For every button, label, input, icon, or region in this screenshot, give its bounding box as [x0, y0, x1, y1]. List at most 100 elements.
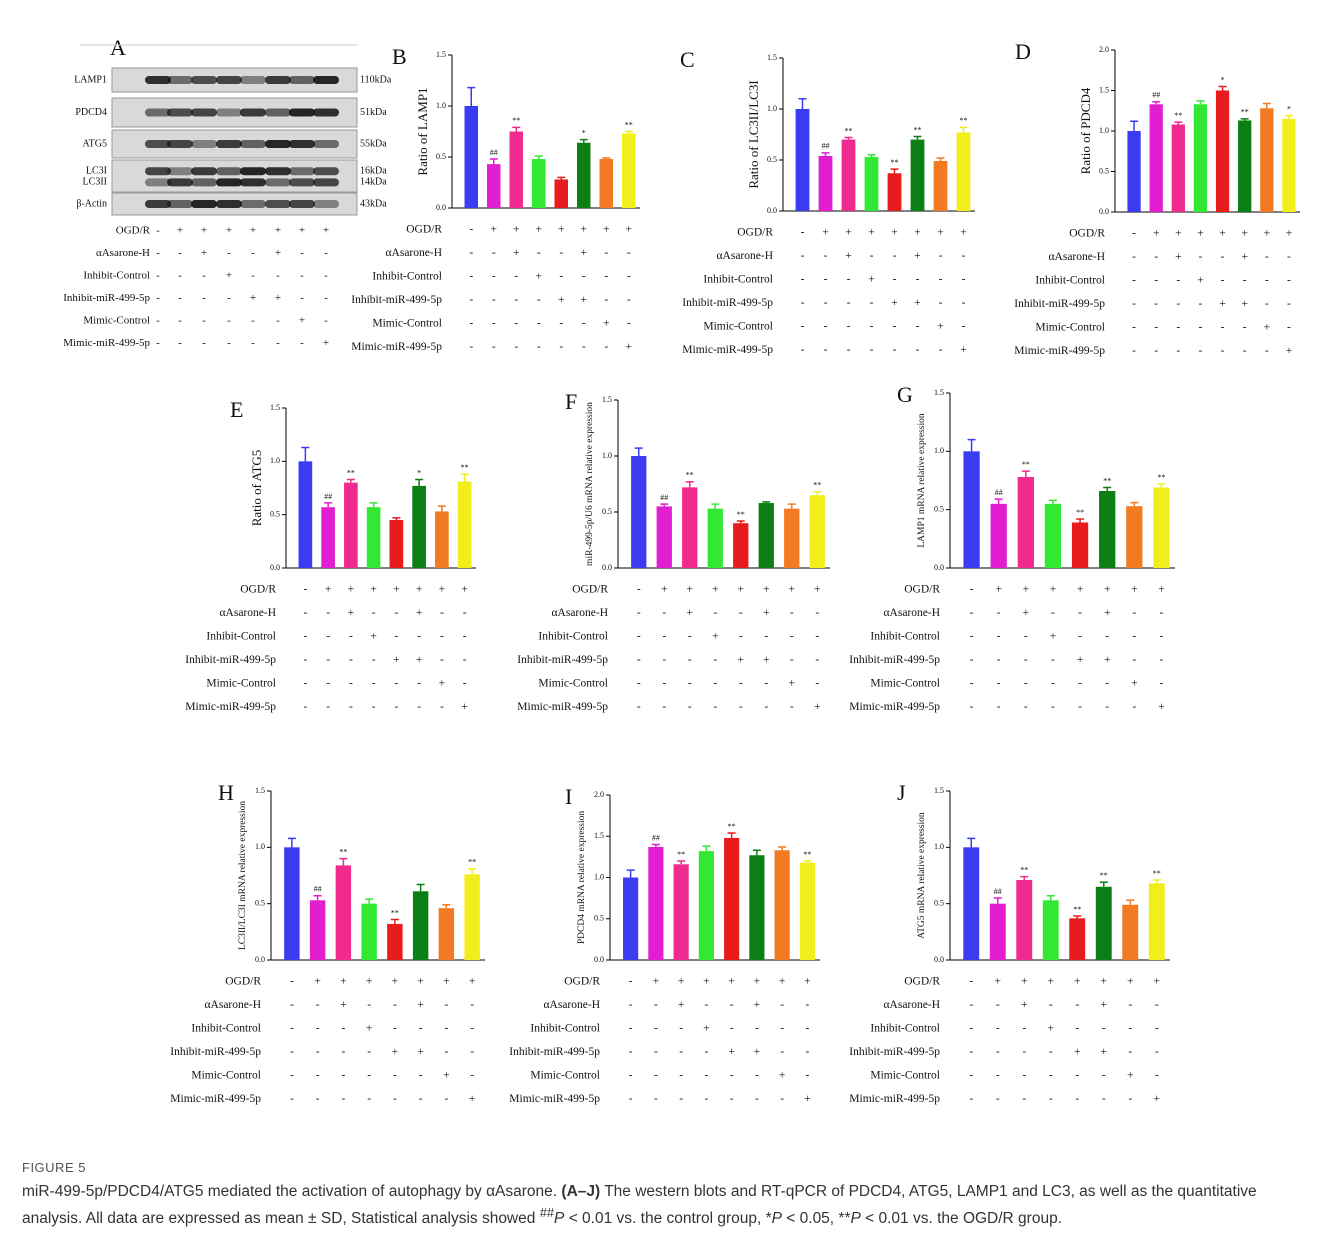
- treatment-mark: +: [370, 631, 377, 643]
- treatment-mark: +: [1127, 1070, 1134, 1082]
- treatment-mark: -: [662, 654, 666, 666]
- treatment-mark: -: [1243, 345, 1247, 357]
- treatment-label: Inhibit-Control: [703, 274, 773, 286]
- treatment-mark: +: [469, 1093, 476, 1105]
- treatment-mark: +: [1286, 228, 1293, 240]
- bar: [631, 456, 646, 568]
- treatment-mark: -: [629, 999, 633, 1011]
- treatment-mark: +: [789, 678, 796, 690]
- treatment-mark: -: [316, 999, 320, 1011]
- treatment-mark: -: [367, 1093, 371, 1105]
- y-tick-label: 0.5: [436, 152, 446, 161]
- y-tick-label: 0.5: [934, 898, 944, 907]
- treatment-mark: +: [1101, 1046, 1108, 1058]
- treatment-mark: -: [730, 1093, 734, 1105]
- treatment-mark: -: [227, 247, 231, 259]
- treatment-mark: +: [1127, 976, 1134, 988]
- treatment-mark: +: [1158, 584, 1165, 596]
- treatment-mark: +: [581, 247, 588, 259]
- y-axis-label: ATG5 mRNA relative expression: [917, 812, 927, 939]
- treatment-mark: -: [755, 1070, 759, 1082]
- treatment-mark: -: [393, 1070, 397, 1082]
- treatment-mark: +: [1104, 584, 1111, 596]
- error-bar: [753, 850, 761, 855]
- treatment-mark: -: [440, 607, 444, 619]
- blot-band: [191, 140, 217, 148]
- treatment-mark: -: [679, 1093, 683, 1105]
- treatment-mark: +: [439, 584, 446, 596]
- treatment-mark: -: [1155, 1046, 1159, 1058]
- treatment-mark: -: [1128, 1046, 1132, 1058]
- treatment-mark: +: [728, 976, 735, 988]
- y-tick-label: 0.5: [594, 914, 604, 923]
- bar: [1072, 523, 1088, 569]
- blot-band: [265, 140, 291, 148]
- bar: [810, 495, 825, 568]
- treatment-mark: -: [303, 607, 307, 619]
- y-tick-label: 2.0: [594, 790, 604, 799]
- treatment-mark: +: [340, 999, 347, 1011]
- blot-band: [313, 200, 339, 208]
- y-tick-label: 1.0: [1099, 126, 1109, 135]
- significance-label: **: [891, 158, 899, 167]
- treatment-mark: -: [730, 1023, 734, 1035]
- treatment-mark: -: [1075, 1070, 1079, 1082]
- treatment-mark: +: [914, 297, 921, 309]
- bar: [749, 855, 764, 960]
- treatment-mark: -: [1049, 1070, 1053, 1082]
- treatment-mark: -: [996, 1046, 1000, 1058]
- treatment-mark: -: [1155, 1070, 1159, 1082]
- treatment-mark: +: [1101, 976, 1108, 988]
- bar: [963, 451, 979, 568]
- treatment-label: Inhibit-Control: [372, 271, 442, 283]
- treatment-mark: -: [1221, 251, 1225, 263]
- treatment-label: Inhibit-miR-499-5p: [63, 292, 150, 304]
- treatment-mark: -: [801, 227, 805, 239]
- y-tick-label: 1.5: [594, 831, 604, 840]
- blot-strip: [112, 160, 357, 192]
- error-bar: [602, 158, 610, 159]
- error-bar: [660, 504, 668, 506]
- bar: [1260, 108, 1273, 212]
- treatment-mark: -: [627, 247, 631, 259]
- treatment-mark: -: [290, 1023, 294, 1035]
- y-tick-label: 0.0: [1099, 207, 1109, 216]
- size-label: 110kDa: [360, 74, 392, 85]
- treatment-mark: -: [393, 999, 397, 1011]
- caption-part: P: [850, 1210, 860, 1227]
- protein-label: β-Actin: [76, 198, 107, 209]
- treatment-mark: +: [661, 584, 668, 596]
- error-bar: [994, 898, 1002, 904]
- treatment-mark: -: [1265, 298, 1269, 310]
- significance-label: ##: [995, 488, 1003, 497]
- treatment-mark: -: [847, 274, 851, 286]
- treatment-mark: -: [1022, 1023, 1026, 1035]
- treatment-mark: -: [939, 250, 943, 262]
- panel-letter: D: [1015, 39, 1031, 64]
- treatment-mark: +: [1264, 228, 1271, 240]
- treatment-mark: -: [469, 318, 473, 330]
- treatment-label: Mimic-miR-499-5p: [849, 701, 940, 713]
- treatment-mark: +: [250, 292, 256, 304]
- treatment-mark: -: [276, 337, 280, 349]
- treatment-mark: -: [303, 678, 307, 690]
- blot-band: [191, 109, 217, 117]
- error-bar: [1130, 121, 1138, 131]
- protein-label: LC3I: [86, 165, 107, 176]
- panel-letter: E: [230, 397, 243, 422]
- treatment-mark: -: [1160, 607, 1164, 619]
- y-tick-label: 1.0: [594, 872, 604, 881]
- treatment-mark: -: [916, 344, 920, 356]
- treatment-mark: -: [790, 631, 794, 643]
- treatment-label: Mimic-Control: [870, 678, 940, 690]
- treatment-mark: -: [713, 607, 717, 619]
- treatment-mark: -: [202, 292, 206, 304]
- bar: [1149, 883, 1165, 960]
- treatment-mark: +: [439, 678, 446, 690]
- significance-label: **: [1174, 111, 1182, 120]
- treatment-mark: -: [1155, 1023, 1159, 1035]
- treatment-mark: -: [1132, 228, 1136, 240]
- treatment-label: Inhibit-miR-499-5p: [509, 1046, 600, 1058]
- treatment-mark: -: [604, 341, 608, 353]
- treatment-label: αAsarone-H: [220, 607, 276, 619]
